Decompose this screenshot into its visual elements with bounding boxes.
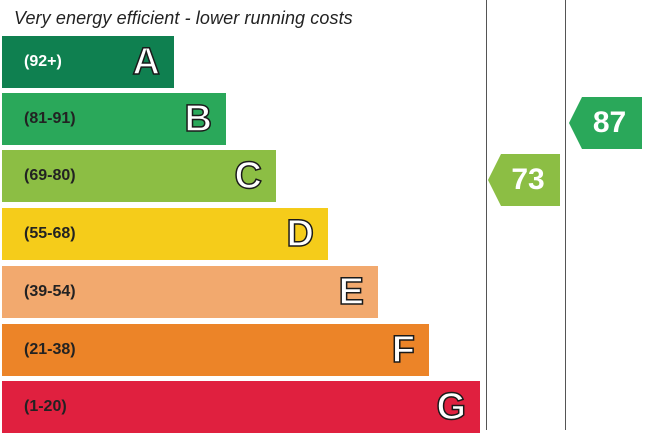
rating-band-letter: A	[132, 40, 161, 84]
rating-band-letter: G	[436, 385, 467, 429]
rating-band-b: (81-91) B	[2, 93, 226, 145]
potential-rating-pointer: 87	[569, 97, 642, 149]
rating-band-range: (1-20)	[24, 398, 67, 415]
rating-band-d: (55-68) D	[2, 208, 328, 260]
rating-band-a: (92+) A	[2, 36, 174, 88]
rating-band-range: (21-38)	[24, 341, 76, 358]
rating-band-range: (92+)	[24, 53, 62, 70]
rating-band-f: (21-38) F	[2, 324, 429, 376]
rating-band-range: (39-54)	[24, 283, 76, 300]
rating-band-letter: F	[391, 328, 416, 372]
rating-band-g: (1-20) G	[2, 381, 480, 433]
column-divider-potential	[565, 0, 566, 430]
rating-band-e: (39-54) E	[2, 266, 378, 318]
rating-band-range: (81-91)	[24, 110, 76, 127]
rating-band-letter: D	[286, 212, 315, 256]
rating-band-letter: B	[184, 97, 213, 141]
chart-header-text: Very energy efficient - lower running co…	[14, 8, 353, 28]
current-rating-pointer: 73	[488, 154, 560, 206]
column-divider-current	[486, 0, 487, 430]
rating-band-c: (69-80) C	[2, 150, 276, 202]
rating-band-letter: C	[234, 154, 263, 198]
rating-band-letter: E	[338, 270, 365, 314]
rating-band-range: (55-68)	[24, 225, 76, 242]
rating-band-range: (69-80)	[24, 167, 76, 184]
